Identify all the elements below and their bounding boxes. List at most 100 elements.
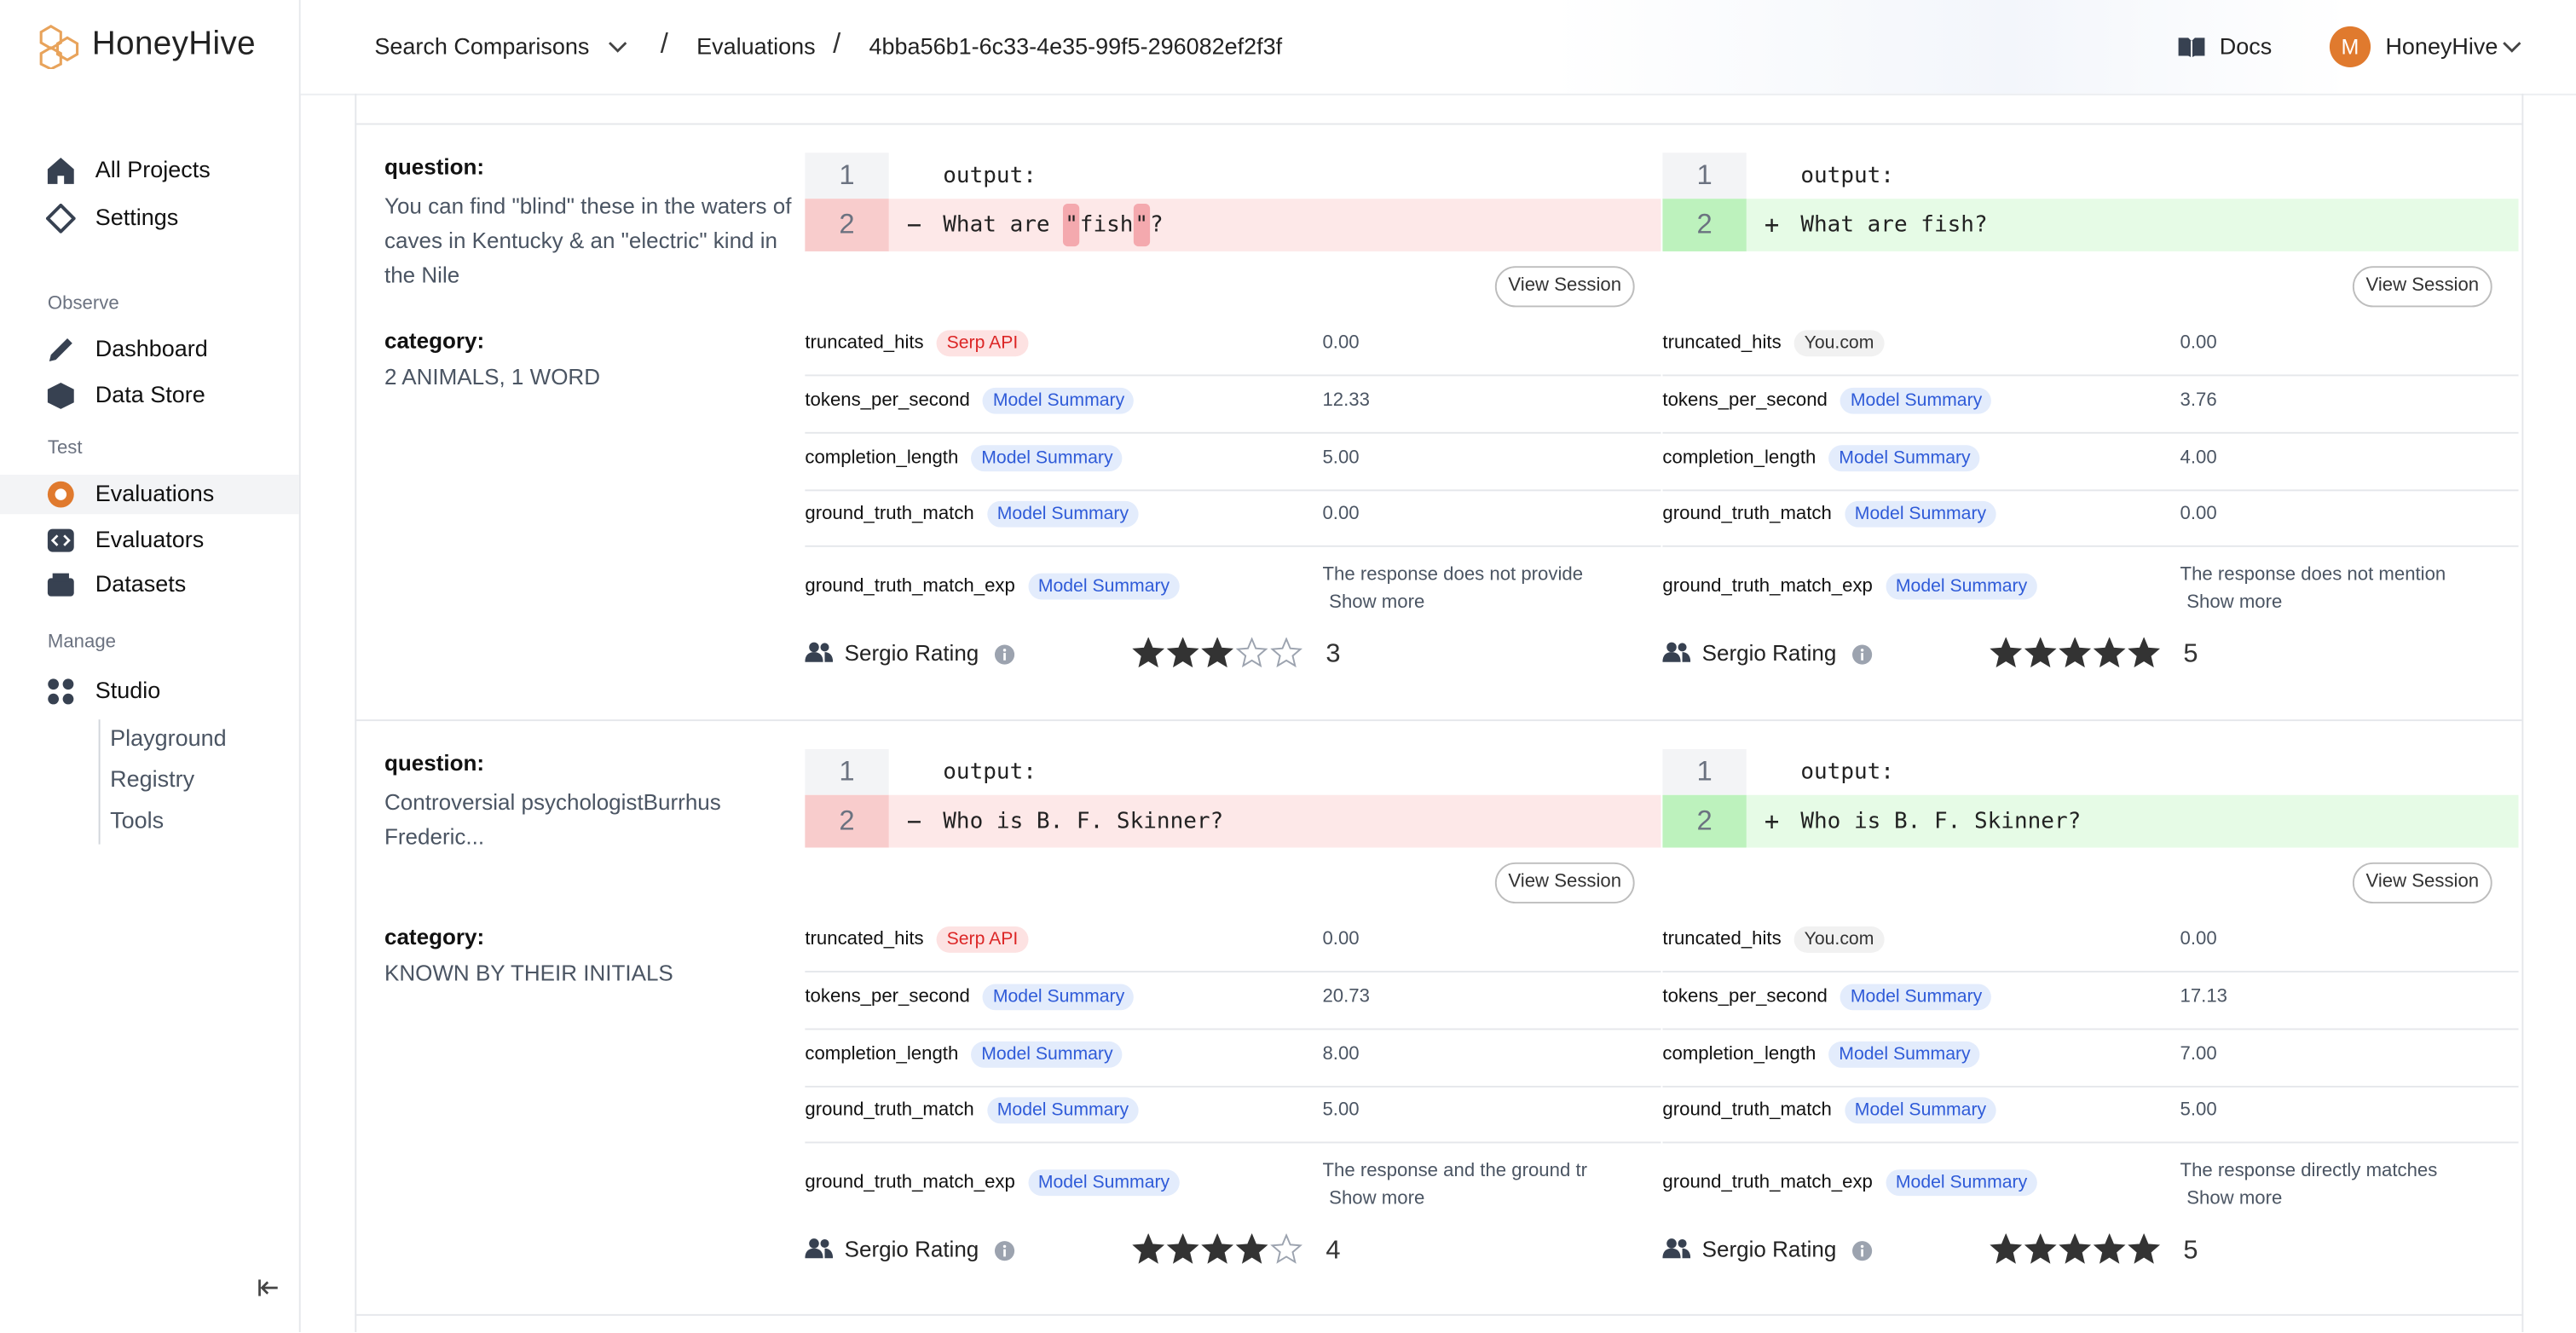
star-filled[interactable] [2093,1233,2126,1264]
nav-icon [45,203,76,234]
category-text: 2 ANIMALS, 1 WORD [384,364,601,390]
metric-value: The response does not mention [2180,564,2446,586]
diff-line-number: 1 [805,748,889,795]
star-filled[interactable] [1201,1233,1234,1264]
metric-value: 0.00 [1322,333,1360,354]
subnav-item[interactable]: Registry [110,765,195,792]
star-empty[interactable] [1235,637,1268,668]
breadcrumb-item[interactable]: Search Comparisons [374,32,590,60]
metric-divider [805,1141,1661,1144]
subnav-item[interactable]: Playground [110,724,227,751]
nav-icon [48,678,74,705]
metric-tag: Model Summary [987,1097,1139,1124]
user-dropdown[interactable] [2502,41,2521,54]
rating-stars[interactable] [1130,637,1311,671]
nav-item[interactable]: Settings [95,203,179,230]
star-empty[interactable] [1270,637,1302,668]
star-filled[interactable] [1132,1233,1165,1264]
star-filled[interactable] [2128,1233,2161,1264]
rating-label: Sergio Rating [1701,640,1837,666]
metric-name: completion_length Model Summary [805,1041,1123,1068]
user-menu[interactable]: HoneyHive [2385,32,2498,60]
diff-highlight: " [1133,203,1151,247]
nav-item[interactable]: Evaluators [95,525,205,552]
diff-line [805,794,1661,848]
star-filled[interactable] [1201,637,1234,668]
diff-segment: What are [943,211,1064,239]
rater-icon [1662,1238,1691,1259]
star-filled[interactable] [2024,1233,2057,1264]
metric-tag: Model Summary [983,387,1135,414]
diff-highlight: " [1063,203,1080,247]
diff-line [1662,153,2519,199]
diff-segment: Who is B. F. Skinner? [1800,808,2082,835]
collapse-icon[interactable] [258,1277,281,1300]
metric-name: ground_truth_match_exp Model Summary [805,1169,1180,1197]
view-session-button[interactable]: View Session [1494,862,1635,904]
metric-name: ground_truth_match Model Summary [805,500,1139,528]
nav-item[interactable]: Dashboard [95,335,208,362]
diff-text: What are fish? [1800,199,1987,251]
nav-icon [47,528,74,552]
star-filled[interactable] [1990,1233,2023,1264]
question-label: question: [384,750,485,776]
metric-tag: Model Summary [1845,1097,1996,1124]
metric-name: tokens_per_second Model Summary [1662,387,1992,414]
metric-divider [1662,431,2519,434]
metric-value: 7.00 [2180,1044,2217,1065]
star-filled[interactable] [1166,637,1199,668]
star-filled[interactable] [2059,637,2092,668]
rating-stars[interactable] [1988,637,2169,671]
nav-item[interactable]: Datasets [95,569,187,597]
diff-segment: What are fish? [1800,211,1988,239]
metric-value: 20.73 [1322,987,1370,1007]
rater-icon [805,642,834,662]
metric-name: completion_length Model Summary [1662,445,1981,472]
view-session-button[interactable]: View Session [2352,266,2492,308]
star-filled[interactable] [2024,637,2057,668]
diff-line [805,748,1661,795]
nav-item[interactable]: Studio [95,677,161,703]
metric-name: ground_truth_match_exp Model Summary [1662,573,2037,600]
nav-item[interactable]: All Projects [95,156,211,182]
star-filled[interactable] [2059,1233,2092,1264]
show-more-link[interactable]: Show more [1329,592,1425,613]
star-filled[interactable] [2093,637,2126,668]
star-filled[interactable] [2128,637,2161,668]
rating-stars[interactable] [1988,1233,2169,1267]
rating-stars[interactable] [1130,1233,1311,1267]
nav-section-title: Observe [47,293,119,314]
metric-value: 0.00 [1322,504,1360,524]
metric-name: tokens_per_second Model Summary [1662,984,1992,1011]
nav-item[interactable]: Evaluations [95,479,215,506]
metric-tag: Model Summary [1028,573,1180,600]
metric-tag: Model Summary [1828,1041,1981,1068]
diff-text: output: [1800,749,1894,795]
docs-icon [2178,38,2205,58]
diff-line [1662,794,2519,848]
show-more-link[interactable]: Show more [2186,1189,2283,1209]
star-filled[interactable] [1235,1233,1268,1264]
diff-sign: + [1764,210,1780,240]
category-text: KNOWN BY THEIR INITIALS [384,961,673,986]
diff-line-number: 1 [1662,748,1747,795]
metric-name-text: truncated_hits [805,333,924,354]
breadcrumb-dropdown[interactable] [608,41,627,54]
subnav-item[interactable]: Tools [110,806,165,834]
star-filled[interactable] [1990,637,2023,668]
metric-tag: Model Summary [971,445,1123,472]
star-filled[interactable] [1132,637,1165,668]
view-session-button[interactable]: View Session [1494,266,1635,308]
show-more-link[interactable]: Show more [2186,592,2283,613]
view-session-button[interactable]: View Session [2352,862,2492,904]
metric-name-text: ground_truth_match [805,1100,974,1121]
nav-item[interactable]: Data Store [95,381,205,407]
show-more-link[interactable]: Show more [1329,1189,1425,1209]
star-empty[interactable] [1270,1233,1302,1264]
metric-tag: Model Summary [1828,445,1981,472]
diff-line [1662,199,2519,251]
breadcrumb-item[interactable]: Evaluations [696,32,816,60]
docs-link[interactable]: Docs [2219,32,2273,60]
metric-divider [805,489,1661,492]
star-filled[interactable] [1166,1233,1199,1264]
